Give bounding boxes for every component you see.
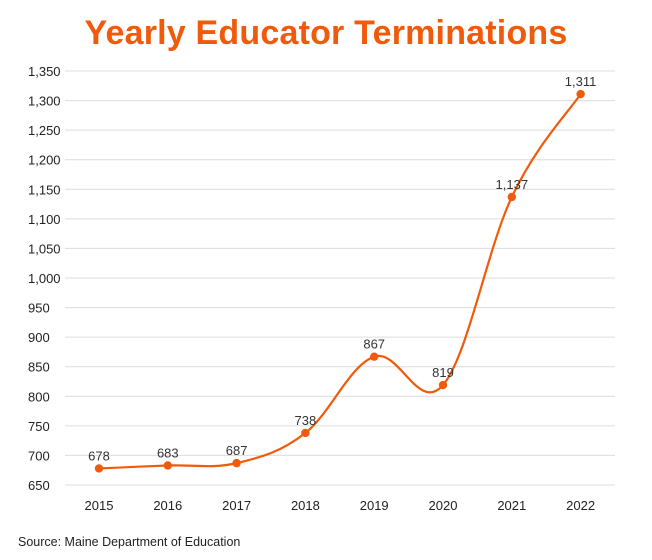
data-point <box>507 192 516 202</box>
series-line <box>98 93 582 470</box>
x-tick-label: 2020 <box>429 498 458 513</box>
y-tick-label: 1,000 <box>28 271 61 286</box>
x-tick-label: 2016 <box>153 498 182 513</box>
data-point <box>94 464 104 473</box>
data-labels: 678 683 687 738 867 819 1,137 1,311 <box>88 74 596 463</box>
data-point <box>576 89 585 99</box>
data-label: 738 <box>295 413 317 428</box>
y-tick-label: 700 <box>28 448 50 463</box>
x-tick-label: 2015 <box>85 498 114 513</box>
data-points <box>94 89 585 473</box>
x-tick-label: 2019 <box>360 498 389 513</box>
data-label: 867 <box>363 337 385 352</box>
data-point <box>370 352 379 361</box>
x-axis-ticks: 2015 2016 2017 2018 2019 2020 2021 2022 <box>85 498 596 513</box>
data-label: 683 <box>157 445 179 460</box>
data-label: 1,311 <box>565 74 597 89</box>
y-tick-label: 950 <box>28 301 50 316</box>
data-label: 678 <box>88 448 110 463</box>
y-tick-label: 1,150 <box>28 182 61 197</box>
y-tick-label: 1,250 <box>28 123 61 138</box>
x-tick-label: 2021 <box>497 498 526 513</box>
data-label: 1,137 <box>496 177 529 192</box>
y-tick-label: 1,050 <box>28 241 61 256</box>
source-note: Source: Maine Department of Education <box>18 535 241 549</box>
data-point <box>163 461 172 470</box>
data-label: 819 <box>432 365 454 380</box>
x-tick-label: 2018 <box>291 498 320 513</box>
y-tick-label: 1,300 <box>28 94 61 109</box>
data-label: 687 <box>226 443 248 458</box>
y-tick-label: 1,200 <box>28 153 61 168</box>
chart-title: Yearly Educator Terminations <box>84 14 568 52</box>
y-tick-label: 800 <box>28 389 50 404</box>
data-point <box>438 380 448 390</box>
y-tick-label: 900 <box>28 330 50 345</box>
gridlines <box>65 70 615 486</box>
y-tick-label: 850 <box>28 360 50 375</box>
x-tick-label: 2017 <box>222 498 251 513</box>
y-tick-label: 1,100 <box>28 212 61 227</box>
y-tick-label: 650 <box>28 478 50 493</box>
data-point <box>301 428 310 438</box>
x-tick-label: 2022 <box>566 498 595 513</box>
y-tick-label: 750 <box>28 419 50 434</box>
y-tick-label: 1,350 <box>28 64 61 79</box>
data-point <box>232 458 241 468</box>
y-axis-ticks: 650 700 750 800 850 900 950 1,000 1,050 1,100 1,15… <box>28 64 61 493</box>
